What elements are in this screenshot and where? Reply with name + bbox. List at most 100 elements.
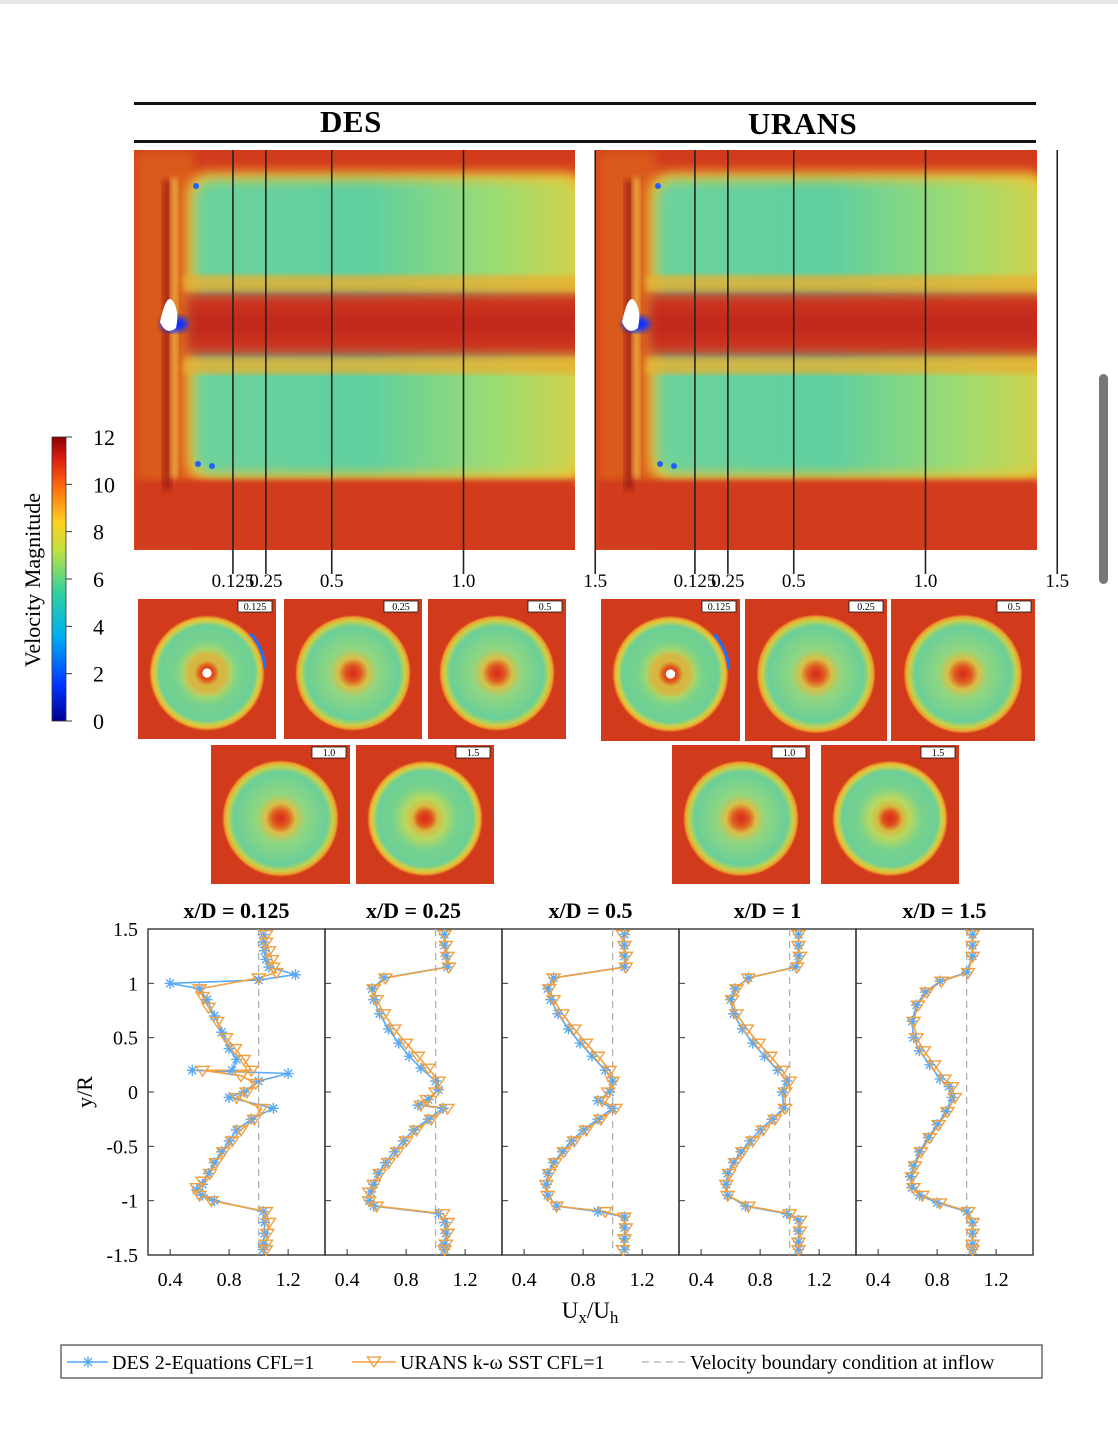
des-marker: [913, 1189, 925, 1201]
urans-marker: [361, 1187, 378, 1200]
des-section-025-wake-disc: [295, 615, 411, 731]
urans-section-05-tag-box: [996, 600, 1032, 613]
des-marker: [226, 1064, 238, 1076]
des-marker: [607, 1102, 619, 1114]
des-section-10: 1.0: [211, 745, 350, 884]
x-tick-label: 1.2: [276, 1269, 301, 1291]
des-section-10-tag-box: [311, 746, 347, 759]
header-urans: URANS: [748, 106, 858, 141]
des-marker: [792, 1225, 804, 1237]
des-marker: [792, 928, 804, 940]
des-marker: [438, 928, 450, 940]
urans-marker: [913, 1147, 929, 1159]
plot-title: x/D = 0.25: [366, 898, 461, 923]
urans-marker: [926, 1060, 942, 1072]
urans-plane-label: 0.5: [782, 571, 806, 592]
des-marker: [766, 1113, 778, 1125]
y-tick-label: 1: [128, 973, 138, 995]
des-marker: [253, 974, 265, 986]
des-marker: [441, 961, 453, 973]
urans-marker: [604, 1076, 621, 1089]
urans-marker: [258, 1244, 274, 1257]
urans-section-15-tag: 1.5: [932, 748, 945, 759]
urans-marker: [578, 1125, 594, 1138]
urans-marker: [194, 1176, 211, 1189]
x-tick-label: 0.8: [925, 1269, 950, 1291]
y-tick-label: -1.5: [106, 1245, 138, 1267]
urans-marker: [441, 962, 457, 975]
urans-marker: [436, 1244, 453, 1257]
des-section-05-tag-box: [527, 600, 563, 613]
des-section-05: 0.5: [428, 599, 566, 739]
des-marker: [223, 1043, 235, 1055]
des-marker: [792, 939, 804, 951]
urans-marker: [547, 1158, 563, 1170]
des-section-10-wake-disc: [222, 760, 339, 877]
des-marker: [257, 936, 269, 948]
urans-marker: [365, 1179, 382, 1192]
urans-marker: [916, 1046, 932, 1058]
des-marker: [919, 986, 931, 998]
y-tick-label: 1.5: [113, 919, 138, 941]
urans-marker: [767, 1114, 783, 1127]
des-marker: [728, 1008, 740, 1020]
urans-marker: [755, 1125, 771, 1138]
x-tick-label: 0.4: [512, 1269, 537, 1291]
des-marker: [961, 1206, 973, 1218]
urans-marker: [964, 951, 981, 964]
des-marker: [931, 1119, 943, 1131]
des-marker: [967, 950, 979, 962]
urans-marker: [261, 946, 277, 958]
des-marker: [967, 1216, 979, 1228]
des-marker: [542, 983, 554, 995]
des-marker: [754, 1124, 766, 1136]
des-marker: [759, 1050, 771, 1062]
urans-marker: [728, 1009, 745, 1021]
urans-plane-label: 1.5: [1045, 571, 1069, 592]
des-marker: [592, 1113, 604, 1125]
urans-marker: [439, 951, 456, 964]
urans-marker: [615, 929, 631, 942]
urans-marker: [593, 1114, 609, 1127]
des-marker: [905, 1171, 917, 1183]
des-marker: [245, 1113, 257, 1125]
urans-marker: [777, 1087, 794, 1100]
des-marker: [551, 1200, 563, 1212]
des-marker: [208, 1010, 220, 1022]
urans-marker: [376, 1009, 392, 1021]
des-marker: [618, 928, 630, 940]
colorbar-tick-label: 2: [93, 662, 104, 687]
urans-marker: [618, 962, 634, 975]
des-section-025-tag-box: [383, 600, 419, 613]
des-marker: [946, 1091, 958, 1103]
urans-marker: [566, 1136, 583, 1149]
des-marker: [415, 1062, 427, 1074]
urans-marker: [408, 1125, 425, 1138]
scrollbar[interactable]: [1099, 374, 1108, 584]
urans-marker: [191, 1190, 208, 1203]
urans-marker: [939, 1106, 956, 1119]
urans-plane-label: 0.25: [711, 571, 744, 592]
des-marker: [722, 1189, 734, 1201]
des-section-0125-tag: 0.125: [244, 602, 267, 613]
urans-marker: [556, 1147, 572, 1159]
des-marker: [729, 983, 741, 995]
des-marker: [548, 972, 560, 984]
des-marker: [967, 939, 979, 951]
urans-marker: [601, 1065, 618, 1078]
des-marker: [408, 1124, 419, 1136]
legend-urans-label: URANS k-ω SST CFL=1: [400, 1352, 605, 1374]
des-marker: [906, 1015, 918, 1027]
urans-marker: [228, 1092, 245, 1105]
des-marker: [607, 1075, 619, 1087]
des-marker: [565, 1135, 577, 1147]
urans-marker: [964, 1228, 981, 1241]
des-marker: [368, 1178, 380, 1190]
des-marker: [440, 950, 452, 962]
urans-section-05: 0.5: [891, 599, 1035, 741]
urans-marker: [932, 1198, 948, 1210]
urans-marker: [930, 1120, 947, 1132]
urans-section-025-tag-box: [848, 600, 884, 613]
urans-marker: [261, 1217, 277, 1230]
